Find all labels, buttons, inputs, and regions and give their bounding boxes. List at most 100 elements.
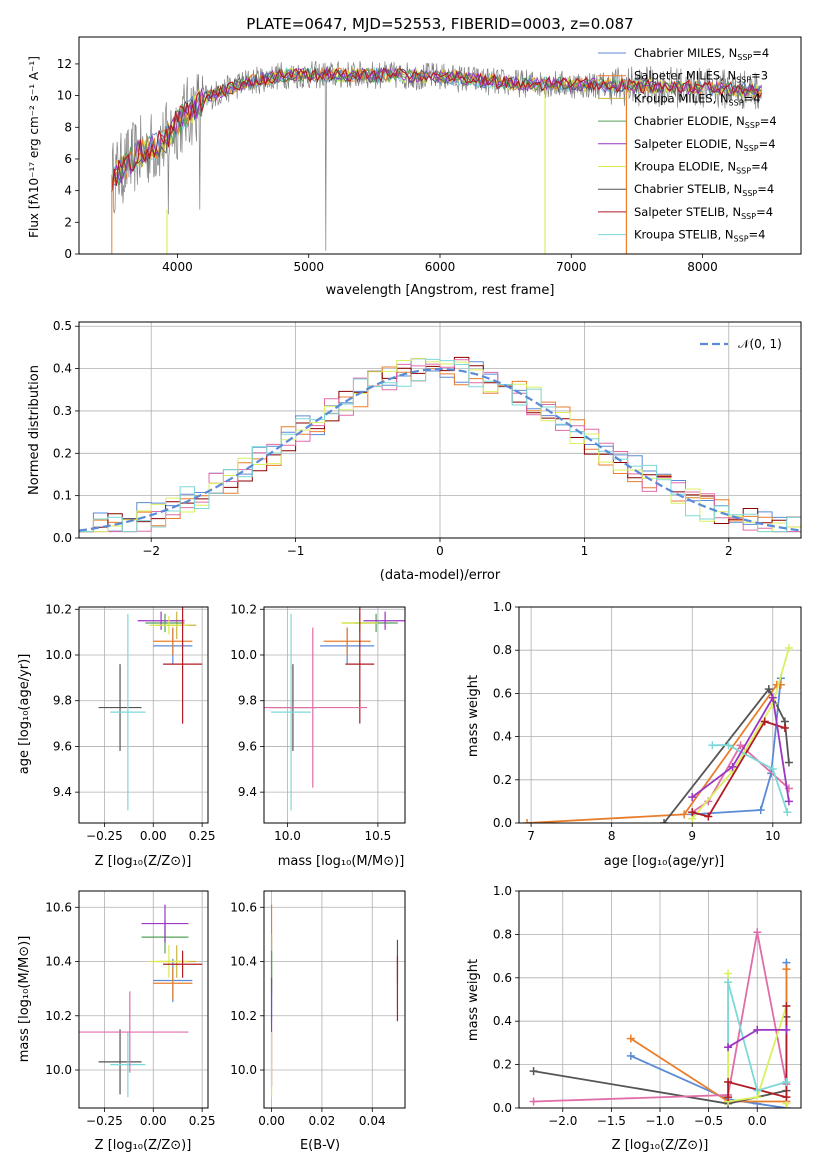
axes-frame <box>78 606 209 824</box>
x-tick-label: 0.02 <box>309 1114 336 1128</box>
x-tick-label: 1 <box>581 544 589 558</box>
x-tick-label: 7000 <box>556 260 587 274</box>
age_mass-axes: 10.0 10.5 9.4 9.6 9.8 10.0 10.2 <box>230 602 406 843</box>
x-tick-label: −2 <box>142 544 160 558</box>
axes-frame <box>263 606 406 824</box>
y-tick-label: 0.0 <box>53 531 72 545</box>
spectrum-panel: wavelength [Angstrom, rest frame] Flux [… <box>27 56 554 298</box>
axes-frame <box>518 606 802 824</box>
series-line <box>691 695 790 802</box>
x-tick-label: 0.00 <box>140 1114 167 1128</box>
x-tick-label: −0.5 <box>694 1114 723 1128</box>
mass-vs-ebv-panel: E(B-V) <box>300 1138 340 1153</box>
massweight-vs-age-panel: age [log₁₀(age/yr)] mass weight <box>466 675 724 869</box>
x-tick-label: 4000 <box>162 260 193 274</box>
mass_ebv-axes: 0.00 0.02 0.04 10.0 10.2 10.4 10.6 <box>230 890 406 1128</box>
y-tick-label: 10.2 <box>45 602 72 616</box>
spectrum-model-line <box>111 67 763 193</box>
chart-title: PLATE=0647, MJD=52553, FIBERID=0003, z=0… <box>246 15 633 33</box>
series-line <box>533 932 788 1103</box>
y-tick-label: 0.2 <box>493 773 512 787</box>
resid-histogram <box>79 366 801 533</box>
y-tick-label: 0.6 <box>493 686 512 700</box>
y-tick-label: 10.2 <box>45 1009 72 1023</box>
mwz-ylabel: mass weight <box>466 959 481 1041</box>
mwage-xlabel: age [log₁₀(age/yr)] <box>604 854 725 869</box>
x-tick-label: −0.25 <box>86 829 123 843</box>
age_z-plot-area <box>98 607 203 811</box>
y-tick-label: 9.4 <box>238 785 257 799</box>
x-tick-label: 0.04 <box>359 1114 386 1128</box>
legend-label: Chabrier MILES, NSSP=4 <box>634 46 769 62</box>
series-line <box>691 720 786 818</box>
x-tick-label: 8000 <box>687 260 718 274</box>
x-tick-label: 5000 <box>293 260 324 274</box>
massebv-xlabel: E(B-V) <box>300 1138 340 1153</box>
y-tick-label: 10.0 <box>45 648 72 662</box>
y-tick-label: 4 <box>64 184 72 198</box>
y-tick-label: 10.4 <box>230 955 257 969</box>
x-tick-label: 0.25 <box>189 1114 216 1128</box>
x-tick-label: 10 <box>765 829 780 843</box>
x-tick-label: 8 <box>608 829 616 843</box>
y-tick-label: 1.0 <box>493 600 512 614</box>
y-tick-label: 0.2 <box>493 1058 512 1072</box>
y-tick-label: 10.0 <box>230 1063 257 1077</box>
x-tick-label: −1 <box>287 544 305 558</box>
legend-label: 𝒩(0, 1) <box>738 337 782 351</box>
legend-label: Salpeter MILES, NSSP=3 <box>634 69 768 85</box>
y-tick-label: 9.8 <box>238 694 257 708</box>
x-tick-label: 10.5 <box>365 829 392 843</box>
spectrum-ylabel: Flux [fλ10⁻¹⁷ erg cm⁻² s⁻¹ A⁻¹] <box>27 56 41 238</box>
y-tick-label: 6 <box>64 152 72 166</box>
y-tick-label: 10.6 <box>230 900 257 914</box>
legend-label: Kroupa STELIB, NSSP=4 <box>634 228 765 244</box>
mass_ebv-plot-area <box>270 904 399 1098</box>
x-tick-label: −0.25 <box>86 1114 123 1128</box>
y-tick-label: 0.6 <box>493 971 512 985</box>
y-tick-label: 0.2 <box>53 446 72 460</box>
y-tick-label: 10.0 <box>45 1063 72 1077</box>
massz-xlabel: Z [log₁₀(Z/Z⊙)] <box>95 1138 192 1153</box>
x-tick-label: 7 <box>527 829 535 843</box>
x-tick-label: 6000 <box>425 260 456 274</box>
x-tick-label: 9 <box>688 829 696 843</box>
y-tick-label: 9.8 <box>53 694 72 708</box>
x-tick-label: 0.0 <box>748 1114 767 1128</box>
x-tick-label: −2.0 <box>548 1114 577 1128</box>
y-tick-label: 1.0 <box>493 884 512 898</box>
legend-label: Chabrier ELODIE, NSSP=4 <box>634 114 777 130</box>
legend-label: Salpeter STELIB, NSSP=4 <box>634 205 773 221</box>
age_mass-plot-area <box>264 607 405 811</box>
y-tick-label: 10.2 <box>230 602 257 616</box>
y-tick-label: 0.4 <box>53 362 72 376</box>
y-tick-label: 2 <box>64 215 72 229</box>
y-tick-label: 0.0 <box>493 816 512 830</box>
spectrum-model-line <box>111 67 762 193</box>
y-tick-label: 10.2 <box>230 1009 257 1023</box>
agez-ylabel: age [log₁₀(age/yr)] <box>17 654 32 775</box>
mass_z-plot-area <box>79 904 203 1098</box>
y-tick-label: 0.8 <box>493 643 512 657</box>
spectrum-data-line <box>111 60 762 251</box>
x-tick-label: 0 <box>436 544 444 558</box>
series-line <box>712 744 789 813</box>
massz-ylabel: mass [log₁₀(M/M⊙)] <box>17 936 32 1063</box>
y-tick-label: 0.5 <box>53 319 72 333</box>
mw_age-plot-area <box>523 644 793 823</box>
y-tick-label: 0 <box>64 247 72 261</box>
x-tick-label: −1.5 <box>597 1114 626 1128</box>
y-tick-label: 9.6 <box>53 739 72 753</box>
y-tick-label: 10.6 <box>45 900 72 914</box>
mw_age-axes: 7 8 9 10 0.0 0.2 0.4 0.6 0.8 1.0 <box>493 600 802 843</box>
resid-histogram <box>79 359 801 533</box>
series-line <box>727 981 787 1092</box>
axes-frame <box>78 321 802 539</box>
agez-xlabel: Z [log₁₀(Z/Z⊙)] <box>95 854 192 869</box>
x-tick-label: 0.00 <box>140 829 167 843</box>
y-tick-label: 0.0 <box>493 1101 512 1115</box>
y-tick-label: 0.4 <box>493 1014 512 1028</box>
x-tick-label: 0.00 <box>258 1114 285 1128</box>
y-tick-label: 10 <box>57 89 72 103</box>
